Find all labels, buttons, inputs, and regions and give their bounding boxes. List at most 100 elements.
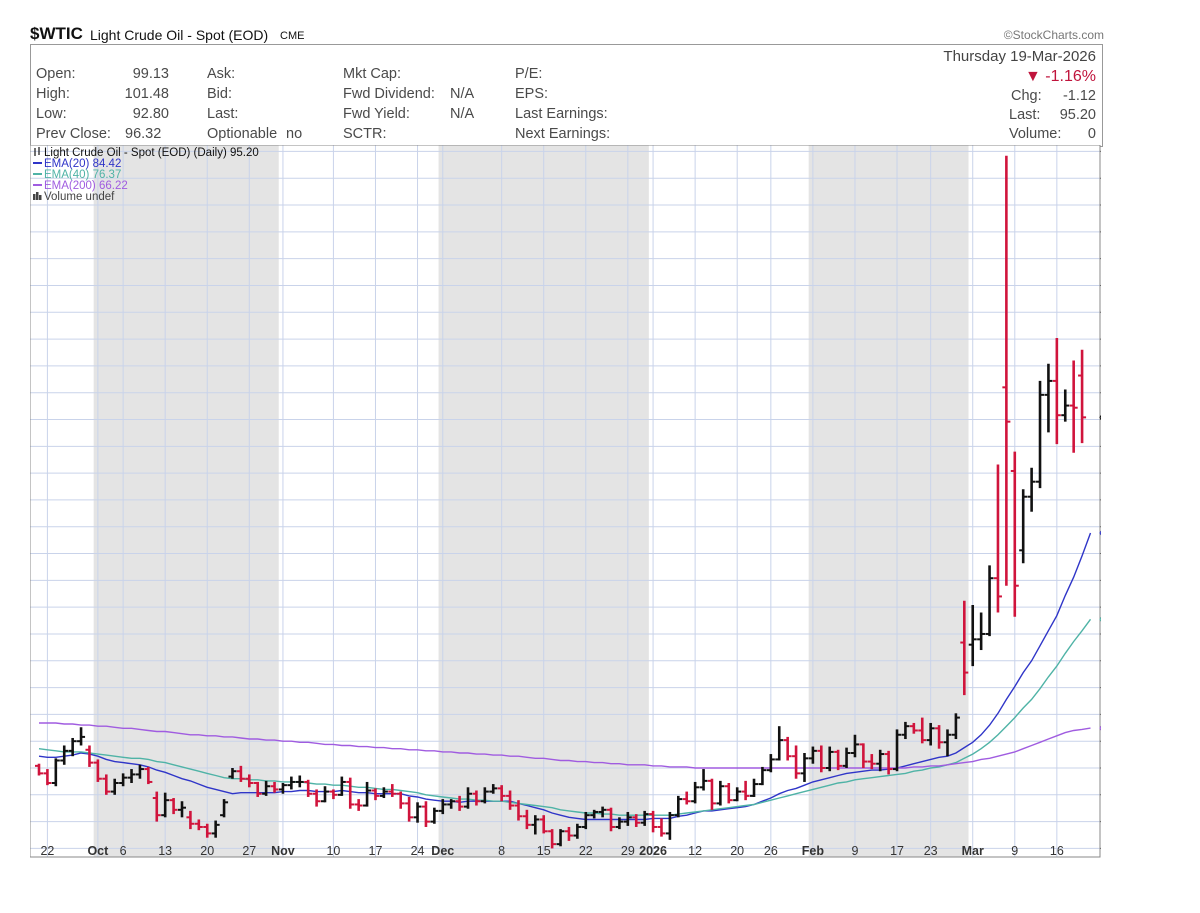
ohlc-bar <box>464 787 473 809</box>
ohlc-bar <box>211 820 220 838</box>
chg-label: Chg: <box>1011 88 1042 104</box>
last-earnings-label: Last Earnings: <box>515 106 608 122</box>
legend-text: EMA(200) 66.22 <box>44 180 128 192</box>
ohlc-bar <box>623 811 632 826</box>
prev-close-value: 96.32 <box>125 126 162 142</box>
ohlc-bar <box>724 783 733 804</box>
ohlc-bar <box>396 791 405 809</box>
ohlc-bar <box>186 810 195 830</box>
ohlc-bar <box>539 815 548 834</box>
plot-frame <box>30 145 1101 858</box>
ema40-line <box>38 618 1092 816</box>
mkt-cap-label: Mkt Cap: <box>343 66 402 82</box>
ohlc-bar <box>522 809 531 830</box>
ohlc-bar <box>573 823 582 839</box>
ohlc-bar <box>489 784 498 794</box>
x-tick-label: 9 <box>1011 844 1018 858</box>
legend-volume-icon <box>33 194 36 200</box>
ohlc-bar <box>93 759 102 782</box>
last-value-box <box>1099 530 1101 536</box>
ohlc-bar <box>110 778 119 795</box>
ohlc-bar <box>834 749 843 771</box>
ohlc-bar <box>287 776 296 790</box>
chart-header: $WTIC Light Crude Oil - Spot (EOD) CME ©… <box>30 22 1104 44</box>
ohlc-bar <box>430 807 439 824</box>
ohlc-bar <box>918 717 927 744</box>
ohlc-bar <box>893 729 902 772</box>
bid-label: Bid: <box>207 86 232 102</box>
ohlc-bar <box>817 745 826 773</box>
ohlc-bar <box>337 776 346 796</box>
fwd-yield-label: Fwd Yield: <box>343 106 410 122</box>
ohlc-bar <box>682 791 691 805</box>
legend-text: EMA(40) 76.37 <box>44 169 121 181</box>
ohlc-bar <box>245 774 254 788</box>
x-tick-label: Dec <box>431 844 454 858</box>
last-value-box <box>1099 415 1101 420</box>
ohlc-bar <box>220 799 229 818</box>
ohlc-bar <box>548 829 557 849</box>
ohlc-bar <box>1027 467 1036 512</box>
ema200-line <box>39 722 1091 769</box>
ohlc-bar <box>783 736 792 761</box>
ohlc-bar <box>447 799 456 809</box>
ohlc-bar <box>808 746 817 764</box>
price-last-label: 95.20 <box>1099 415 1101 420</box>
ohlc-bar <box>926 722 935 746</box>
ohlc-bar <box>876 749 885 772</box>
ohlc-bar <box>346 777 355 809</box>
stockcharts-brand[interactable]: ©StockCharts.com <box>1003 28 1104 42</box>
legend-item-ema20: EMA(20) 84.42 <box>33 158 121 170</box>
ohlc-bar <box>733 787 742 802</box>
exchange-label: CME <box>280 30 305 42</box>
ohlc-bar <box>901 721 910 740</box>
legend-item-volume: Volume undef <box>33 191 115 203</box>
ohlc-bar <box>909 722 918 734</box>
month-shade-band <box>93 145 279 857</box>
ohlc-bar <box>388 784 397 797</box>
ohlc-bar <box>270 781 279 793</box>
high-value: 101.48 <box>124 86 169 102</box>
ohlc-bar <box>102 774 111 795</box>
ohlc-bar <box>665 811 674 840</box>
x-tick-label: 17 <box>890 844 904 858</box>
ohlc-bar <box>413 802 422 823</box>
price-chart-svg[interactable]: 55.057.560.062.565.067.570.072.575.077.5… <box>30 145 1101 858</box>
ohlc-bar <box>379 787 388 799</box>
ohlc-bar <box>741 780 750 801</box>
x-tick-label: 22 <box>40 844 54 858</box>
ohlc-bar <box>968 605 977 667</box>
ohlc-bar <box>60 745 69 765</box>
x-tick-label: 8 <box>498 844 505 858</box>
x-tick-label: 10 <box>326 844 340 858</box>
sctr-label: SCTR: <box>343 126 387 142</box>
low-value: 92.80 <box>132 106 169 122</box>
ohlc-bar <box>194 819 203 831</box>
ohlc-bar <box>977 612 986 651</box>
ohlc-bar <box>640 810 649 826</box>
ohlc-bar <box>312 789 321 807</box>
ohlc-bar <box>253 781 262 797</box>
ohlc-bar <box>455 795 464 811</box>
ohlc-bar <box>556 829 565 847</box>
ohlc-bar <box>144 766 153 785</box>
ohlc-bar <box>127 769 136 784</box>
ohlc-bar <box>77 727 86 746</box>
x-tick-label: 12 <box>688 844 702 858</box>
x-tick-label: 24 <box>411 844 425 858</box>
ema20-line <box>38 532 1092 821</box>
ohlc-bar <box>321 786 330 803</box>
ohlc-bar <box>943 729 952 757</box>
ohlc-bar <box>758 766 767 786</box>
ohlc-bar <box>169 798 178 815</box>
price-chart[interactable]: 55.057.560.062.565.067.570.072.575.077.5… <box>30 145 1101 858</box>
ohlc-bar <box>1010 451 1019 617</box>
last-value: 95.20 <box>1059 107 1096 123</box>
ohlc-bar <box>480 787 489 804</box>
low-label: Low: <box>36 106 67 122</box>
ohlc-bar <box>884 750 893 775</box>
last-label: Last: <box>207 106 239 122</box>
ticker-symbol[interactable]: $WTIC <box>30 24 83 43</box>
ohlc-bar <box>497 785 506 802</box>
ohlc-bar <box>960 600 969 696</box>
